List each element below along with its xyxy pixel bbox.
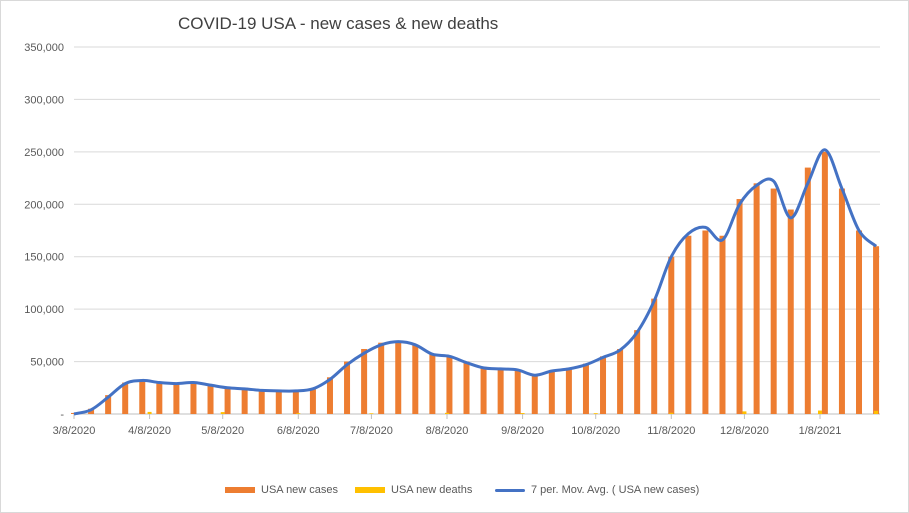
x-tick-label: 1/8/2021 <box>799 425 842 437</box>
cases-bar <box>412 344 419 414</box>
cases-bar <box>856 230 863 414</box>
x-tick-label: 3/8/2020 <box>53 425 96 437</box>
cases-bar <box>617 348 624 414</box>
cases-bar <box>207 384 214 414</box>
y-tick-label: 150,000 <box>24 252 64 264</box>
x-tick-label: 11/8/2020 <box>647 425 695 437</box>
cases-bar <box>565 367 572 414</box>
cases-bars <box>71 151 880 414</box>
y-tick-label: 300,000 <box>24 94 64 106</box>
legend-label-cases: USA new cases <box>261 484 339 496</box>
cases-bar <box>258 389 265 414</box>
y-tick-label: 250,000 <box>24 147 64 159</box>
y-axis-ticks: - 50,000 100,000 150,000 200,000 250,000 300,0… <box>24 42 64 421</box>
cases-bar <box>600 356 607 414</box>
y-tick-label: 50,000 <box>30 357 64 369</box>
deaths-bar <box>147 411 152 414</box>
cases-bar <box>156 381 163 414</box>
cases-bar <box>395 341 402 414</box>
cases-bar <box>873 246 880 414</box>
y-tick-label: 200,000 <box>24 199 64 211</box>
moving-average-line <box>73 148 878 416</box>
legend-item-cases: USA new cases <box>225 484 338 496</box>
deaths-bar <box>818 410 822 414</box>
cases-bar <box>241 387 248 414</box>
legend: USA new cases USA new deaths 7 per. Mov.… <box>0 484 909 500</box>
cases-bar <box>548 369 555 414</box>
cases-bar <box>480 366 487 414</box>
cases-bar <box>582 363 589 414</box>
cases-bar <box>702 230 709 414</box>
cases-bar <box>139 379 146 414</box>
legend-item-moving-average: 7 per. Mov. Avg. ( USA new cases) <box>495 484 699 496</box>
y-tick-label: - <box>60 409 64 421</box>
cases-bar <box>173 382 180 414</box>
x-tick-label: 4/8/2020 <box>128 425 171 437</box>
cases-bar <box>634 330 641 414</box>
moving-average <box>73 148 878 416</box>
x-tick-label: 7/8/2020 <box>350 425 393 437</box>
cases-bar <box>326 377 333 414</box>
cases-bar <box>719 235 726 414</box>
legend-swatch-cases <box>225 487 255 493</box>
deaths-bar <box>445 412 449 414</box>
x-tick-label: 6/8/2020 <box>277 425 320 437</box>
legend-swatch-deaths <box>355 487 385 493</box>
x-axis-ticks: 3/8/2020 4/8/2020 5/8/2020 6/8/2020 7/8/2020… <box>53 414 842 437</box>
deaths-bar <box>669 412 674 414</box>
cases-bar <box>514 369 521 414</box>
cases-bar <box>292 390 299 414</box>
cases-bar <box>531 374 538 414</box>
x-tick-label: 10/8/2020 <box>571 425 620 437</box>
cases-bar <box>429 354 436 414</box>
cases-bar <box>804 167 811 414</box>
deaths-bar <box>874 410 879 414</box>
cases-bar <box>463 361 470 414</box>
x-tick-label: 5/8/2020 <box>201 425 244 437</box>
cases-bar <box>787 209 794 414</box>
y-tick-label: 350,000 <box>24 42 64 54</box>
cases-bar <box>497 368 504 414</box>
cases-bar <box>446 356 453 414</box>
legend-label-moving-average: 7 per. Mov. Avg. ( USA new cases) <box>531 484 700 496</box>
deaths-bar <box>369 413 374 414</box>
deaths-bar <box>593 413 598 414</box>
cases-bar <box>668 256 675 414</box>
cases-bar <box>105 395 112 414</box>
cases-bar <box>190 381 197 414</box>
gridlines <box>74 46 880 415</box>
y-tick-label: 100,000 <box>24 304 64 316</box>
deaths-bar <box>296 413 301 414</box>
cases-bar <box>378 342 385 414</box>
legend-swatch-moving-average <box>495 488 525 492</box>
cases-bar <box>753 183 760 414</box>
cases-bar <box>736 199 743 414</box>
deaths-bar <box>742 411 747 414</box>
x-tick-label: 9/8/2020 <box>501 425 544 437</box>
x-tick-label: 12/8/2020 <box>720 425 769 437</box>
x-tick-label: 8/8/2020 <box>426 425 469 437</box>
deaths-bar <box>520 413 525 414</box>
legend-item-deaths: USA new deaths <box>355 484 472 496</box>
cases-bar <box>838 188 845 414</box>
cases-bar <box>361 348 368 414</box>
cases-bar <box>344 361 351 414</box>
chart-title: COVID-19 USA - new cases & new deaths <box>178 14 499 33</box>
cases-bar <box>821 151 828 414</box>
cases-bar <box>685 235 692 414</box>
legend-label-deaths: USA new deaths <box>391 484 473 496</box>
cases-bar <box>309 388 316 414</box>
deaths-bars <box>147 410 879 414</box>
cases-bar <box>770 188 777 414</box>
cases-bar <box>224 386 231 414</box>
deaths-bar <box>220 412 225 414</box>
cases-bar <box>122 382 129 414</box>
cases-bar <box>275 390 282 414</box>
cases-bar <box>651 298 658 414</box>
